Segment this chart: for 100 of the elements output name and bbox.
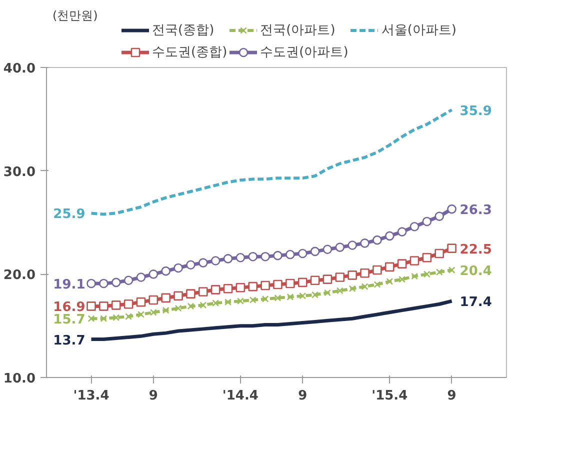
point bbox=[223, 254, 233, 264]
point bbox=[224, 298, 232, 306]
point bbox=[386, 278, 394, 285]
point bbox=[99, 278, 108, 288]
point bbox=[411, 272, 418, 280]
point bbox=[260, 280, 270, 290]
x-tick-label: '14.4 bbox=[222, 388, 258, 404]
point bbox=[360, 238, 370, 248]
point bbox=[260, 252, 270, 262]
x-tick-label: 9 bbox=[298, 388, 308, 404]
point bbox=[398, 276, 406, 283]
point bbox=[86, 278, 96, 288]
point bbox=[150, 308, 157, 316]
point bbox=[423, 270, 430, 278]
point bbox=[262, 295, 269, 302]
point bbox=[434, 212, 444, 221]
x-tick-label: '13.4 bbox=[73, 388, 110, 404]
point bbox=[236, 252, 246, 262]
legend-label: 전국(종합) bbox=[152, 22, 214, 39]
point bbox=[210, 256, 220, 266]
point bbox=[210, 285, 220, 294]
point bbox=[136, 297, 146, 307]
point bbox=[434, 248, 444, 258]
data-label: 15.7 bbox=[53, 312, 86, 328]
data-label: 16.9 bbox=[53, 300, 86, 316]
point bbox=[186, 260, 196, 270]
point bbox=[273, 250, 282, 260]
point bbox=[174, 291, 183, 301]
point bbox=[236, 298, 244, 305]
x-tick-label: 9 bbox=[447, 388, 456, 404]
point bbox=[274, 294, 282, 302]
point bbox=[422, 216, 432, 226]
point bbox=[348, 270, 357, 280]
data-label: 35.9 bbox=[460, 104, 492, 119]
point bbox=[186, 289, 196, 298]
point bbox=[248, 282, 258, 292]
point bbox=[310, 276, 320, 286]
point bbox=[410, 256, 420, 266]
point bbox=[88, 315, 95, 322]
legend-label: 전국(아파트) bbox=[260, 22, 336, 39]
point bbox=[136, 272, 146, 282]
point bbox=[448, 266, 456, 274]
point bbox=[161, 266, 170, 276]
point bbox=[335, 242, 345, 252]
point bbox=[322, 274, 332, 284]
data-label: 13.7 bbox=[53, 333, 86, 348]
y-tick-label: 30.0 bbox=[3, 164, 36, 180]
legend-label: 수도권(아파트) bbox=[260, 44, 348, 61]
point bbox=[324, 289, 331, 296]
point bbox=[99, 302, 108, 311]
point bbox=[299, 292, 306, 300]
point bbox=[286, 278, 295, 288]
point bbox=[187, 302, 194, 310]
data-label: 20.4 bbox=[460, 264, 492, 280]
point bbox=[335, 272, 345, 282]
point bbox=[372, 235, 382, 245]
point bbox=[223, 284, 233, 294]
point bbox=[312, 291, 319, 298]
point bbox=[248, 252, 258, 262]
line-series bbox=[90, 299, 454, 342]
point bbox=[236, 282, 246, 292]
point bbox=[125, 313, 132, 320]
point bbox=[348, 285, 356, 292]
data-label: 22.5 bbox=[460, 242, 492, 258]
legend-label: 수도권(종합) bbox=[152, 44, 228, 61]
point bbox=[336, 287, 344, 294]
point bbox=[360, 268, 370, 278]
point bbox=[384, 262, 394, 272]
point bbox=[286, 293, 294, 300]
data-label: 26.3 bbox=[460, 203, 492, 218]
x-tick-label: 9 bbox=[148, 388, 158, 404]
data-label: 25.9 bbox=[53, 207, 86, 222]
point bbox=[249, 296, 256, 304]
point bbox=[148, 295, 158, 305]
point bbox=[298, 248, 308, 258]
point bbox=[100, 315, 108, 322]
point bbox=[286, 250, 295, 260]
point bbox=[174, 263, 183, 273]
legend-label: 서울(아파트) bbox=[381, 22, 456, 39]
point bbox=[174, 304, 182, 312]
point bbox=[447, 204, 456, 214]
x-tick-label: '15.4 bbox=[372, 388, 408, 404]
point bbox=[112, 314, 120, 322]
point bbox=[310, 246, 320, 256]
point bbox=[148, 270, 158, 279]
data-label: 17.4 bbox=[460, 295, 492, 310]
point bbox=[322, 244, 332, 254]
point bbox=[198, 287, 208, 296]
point bbox=[298, 278, 308, 288]
point bbox=[198, 258, 208, 268]
point bbox=[384, 231, 394, 241]
point bbox=[124, 299, 134, 309]
point bbox=[422, 252, 432, 262]
y-tick-label: 40.0 bbox=[3, 62, 36, 76]
point bbox=[273, 280, 282, 290]
y-tick-label: 20.0 bbox=[3, 268, 36, 284]
point bbox=[397, 227, 407, 236]
point bbox=[138, 310, 144, 318]
point bbox=[162, 306, 170, 314]
point bbox=[200, 302, 207, 309]
